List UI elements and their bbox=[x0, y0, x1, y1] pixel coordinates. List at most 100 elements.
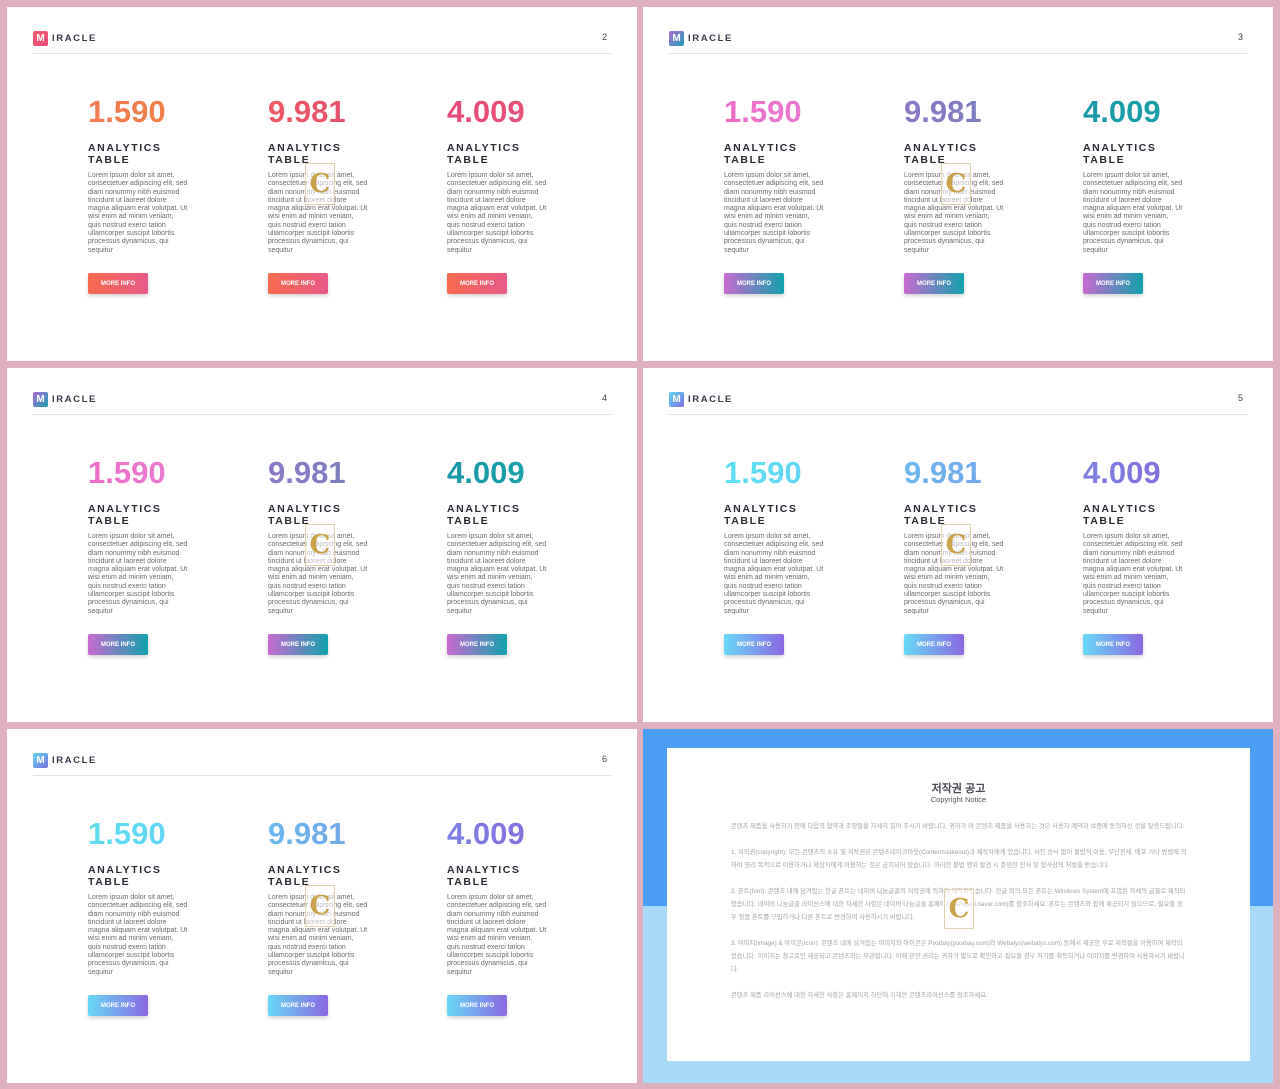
column-title: ANALYTICS TABLE bbox=[904, 503, 978, 527]
page-number: 5 bbox=[1237, 393, 1243, 403]
analytics-column: 4.009 ANALYTICS TABLE Lorem ipsum dolor si… bbox=[447, 454, 587, 616]
column-body-text: Lorem ipsum dolor sit amet, consectetuer… bbox=[724, 533, 824, 615]
column-title: ANALYTICS TABLE bbox=[268, 864, 342, 888]
analytics-column: 1.590 ANALYTICS TABLE Lorem ipsum dolor si… bbox=[88, 815, 228, 977]
slide-3: M IRACLE 3 1.590 ANALYTICS TABLE Lorem ipsum … bbox=[643, 7, 1273, 361]
column-body-text: Lorem ipsum dolor sit amet, consectetuer… bbox=[447, 894, 547, 976]
more-info-button[interactable]: MORE INFO bbox=[88, 995, 148, 1016]
logo-mark-icon: M bbox=[33, 753, 48, 768]
page-number: 3 bbox=[1237, 32, 1243, 42]
more-info-button[interactable]: MORE INFO bbox=[1083, 273, 1143, 294]
more-info-button[interactable]: MORE INFO bbox=[268, 634, 328, 655]
header-divider bbox=[669, 414, 1247, 415]
analytics-column: 4.009 ANALYTICS TABLE Lorem ipsum dolor si… bbox=[1083, 93, 1223, 255]
notice-paragraph: 3. 이미지(image) & 아이콘(icon): 콘텐츠 내에 담겨있는 이… bbox=[731, 940, 1185, 973]
notice-title: 저작권 공고 bbox=[931, 783, 986, 795]
column-body-text: Lorem ipsum dolor sit amet, consectetuer… bbox=[1083, 172, 1183, 254]
more-info-button[interactable]: MORE INFO bbox=[904, 273, 964, 294]
miracle-logo: M IRACLE bbox=[33, 753, 97, 768]
column-body-text: Lorem ipsum dolor sit amet, consectetuer… bbox=[88, 172, 188, 254]
metric-value: 9.981 bbox=[268, 455, 346, 490]
analytics-column: 4.009 ANALYTICS TABLE Lorem ipsum dolor si… bbox=[1083, 454, 1223, 616]
column-body-text: Lorem ipsum dolor sit amet, consectetuer… bbox=[88, 894, 188, 976]
more-info-button[interactable]: MORE INFO bbox=[724, 634, 784, 655]
column-title: ANALYTICS TABLE bbox=[268, 503, 342, 527]
slide-2: M IRACLE 2 1.590 ANALYTICS TABLE Lorem ipsum … bbox=[7, 7, 637, 361]
more-info-button[interactable]: MORE INFO bbox=[447, 634, 507, 655]
more-info-button[interactable]: MORE INFO bbox=[268, 273, 328, 294]
logo-text: IRACLE bbox=[52, 33, 97, 44]
copyright-notice-slide: 저작권 공고 Copyright Notice 콘텐츠 제품을 사용하기 전에 … bbox=[643, 729, 1273, 1083]
column-title: ANALYTICS TABLE bbox=[447, 864, 521, 888]
column-body-text: Lorem ipsum dolor sit amet, consectetuer… bbox=[447, 533, 547, 615]
more-info-button[interactable]: MORE INFO bbox=[447, 995, 507, 1016]
header-divider bbox=[669, 53, 1247, 54]
miracle-logo: M IRACLE bbox=[33, 31, 97, 46]
slide-6: M IRACLE 6 1.590 ANALYTICS TABLE Lorem ipsum … bbox=[7, 729, 637, 1083]
logo-mark-icon: M bbox=[669, 392, 684, 407]
header-divider bbox=[33, 775, 611, 776]
watermark-icon: C bbox=[941, 163, 971, 205]
column-title: ANALYTICS TABLE bbox=[268, 142, 342, 166]
analytics-column: 1.590 ANALYTICS TABLE Lorem ipsum dolor si… bbox=[724, 93, 864, 255]
watermark-icon: C bbox=[944, 889, 974, 929]
logo-text: IRACLE bbox=[52, 755, 97, 766]
metric-value: 1.590 bbox=[724, 455, 802, 490]
page-number: 6 bbox=[601, 754, 607, 764]
logo-mark-icon: M bbox=[33, 392, 48, 407]
column-title: ANALYTICS TABLE bbox=[447, 142, 521, 166]
metric-value: 1.590 bbox=[88, 94, 166, 129]
column-title: ANALYTICS TABLE bbox=[88, 142, 162, 166]
notice-card: 저작권 공고 Copyright Notice 콘텐츠 제품을 사용하기 전에 … bbox=[667, 748, 1250, 1061]
more-info-button[interactable]: MORE INFO bbox=[88, 273, 148, 294]
analytics-column: 1.590 ANALYTICS TABLE Lorem ipsum dolor si… bbox=[88, 93, 228, 255]
more-info-button[interactable]: MORE INFO bbox=[904, 634, 964, 655]
column-title: ANALYTICS TABLE bbox=[1083, 503, 1157, 527]
column-body-text: Lorem ipsum dolor sit amet, consectetuer… bbox=[724, 172, 824, 254]
notice-paragraph: 콘텐츠 제품 라이선스에 대한 자세한 사항은 홈페이지 하단에 기재한 콘텐츠… bbox=[731, 992, 988, 999]
miracle-logo: M IRACLE bbox=[669, 31, 733, 46]
header-divider bbox=[33, 53, 611, 54]
column-title: ANALYTICS TABLE bbox=[88, 503, 162, 527]
slide-4: M IRACLE 4 1.590 ANALYTICS TABLE Lorem ipsum … bbox=[7, 368, 637, 722]
miracle-logo: M IRACLE bbox=[669, 392, 733, 407]
column-title: ANALYTICS TABLE bbox=[724, 142, 798, 166]
logo-text: IRACLE bbox=[688, 33, 733, 44]
page-number: 4 bbox=[601, 393, 607, 403]
column-body-text: Lorem ipsum dolor sit amet, consectetuer… bbox=[88, 533, 188, 615]
more-info-button[interactable]: MORE INFO bbox=[447, 273, 507, 294]
analytics-column: 4.009 ANALYTICS TABLE Lorem ipsum dolor si… bbox=[447, 815, 587, 977]
analytics-column: 1.590 ANALYTICS TABLE Lorem ipsum dolor si… bbox=[724, 454, 864, 616]
miracle-logo: M IRACLE bbox=[33, 392, 97, 407]
watermark-icon: C bbox=[305, 163, 335, 205]
metric-value: 1.590 bbox=[724, 94, 802, 129]
notice-paragraph: 1. 저작권(copyright): 모든 콘텐츠의 소유 및 저작권은 콘텐츠… bbox=[731, 849, 1187, 869]
notice-subtitle: Copyright Notice bbox=[930, 795, 987, 804]
slide-5: M IRACLE 5 1.590 ANALYTICS TABLE Lorem ipsum … bbox=[643, 368, 1273, 722]
metric-value: 4.009 bbox=[447, 94, 525, 129]
column-title: ANALYTICS TABLE bbox=[904, 142, 978, 166]
column-title: ANALYTICS TABLE bbox=[1083, 142, 1157, 166]
metric-value: 4.009 bbox=[1083, 94, 1161, 129]
watermark-icon: C bbox=[305, 524, 335, 566]
metric-value: 9.981 bbox=[904, 94, 982, 129]
more-info-button[interactable]: MORE INFO bbox=[1083, 634, 1143, 655]
header-divider bbox=[33, 414, 611, 415]
column-title: ANALYTICS TABLE bbox=[447, 503, 521, 527]
more-info-button[interactable]: MORE INFO bbox=[88, 634, 148, 655]
page-number: 2 bbox=[601, 32, 607, 42]
analytics-column: 1.590 ANALYTICS TABLE Lorem ipsum dolor si… bbox=[88, 454, 228, 616]
more-info-button[interactable]: MORE INFO bbox=[724, 273, 784, 294]
logo-mark-icon: M bbox=[33, 31, 48, 46]
analytics-column: 4.009 ANALYTICS TABLE Lorem ipsum dolor si… bbox=[447, 93, 587, 255]
more-info-button[interactable]: MORE INFO bbox=[268, 995, 328, 1016]
metric-value: 9.981 bbox=[268, 94, 346, 129]
metric-value: 1.590 bbox=[88, 455, 166, 490]
logo-mark-icon: M bbox=[669, 31, 684, 46]
metric-value: 1.590 bbox=[88, 816, 166, 851]
metric-value: 4.009 bbox=[447, 455, 525, 490]
